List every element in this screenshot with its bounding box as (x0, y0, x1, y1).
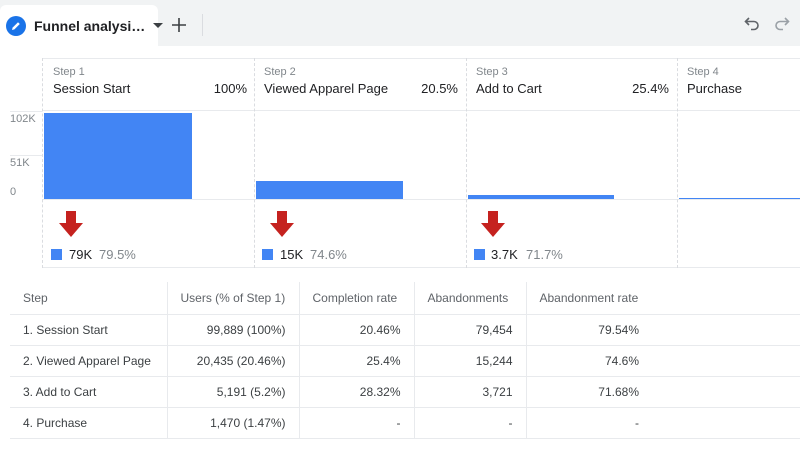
abandon-rate: 74.6% (310, 247, 347, 262)
table-row[interactable]: 3. Add to Cart 5,191 (5.2%) 28.32% 3,721… (10, 376, 800, 408)
cell-spacer (652, 376, 800, 408)
bar-viewed-apparel-page[interactable] (256, 181, 403, 199)
funnel-chart: 102K 51K 0 Step 1 Session Start 100% Ste… (0, 46, 800, 268)
cell-completion-rate: 20.46% (298, 314, 414, 346)
column-divider (254, 58, 255, 268)
y-gridline (10, 111, 42, 112)
arrow-down-icon[interactable] (481, 211, 505, 237)
chart-top-line (42, 58, 800, 59)
column-header-users[interactable]: Users (% of Step 1) (166, 282, 299, 315)
chart-bottom-line (42, 267, 800, 268)
step-number: Step 1 (53, 66, 85, 78)
cell-abandonments: 79,454 (413, 314, 526, 346)
cell-completion-rate: 28.32% (298, 376, 414, 408)
step-number: Step 4 (687, 66, 719, 78)
step-name: Session Start (53, 81, 131, 96)
abandon-value: 79K (69, 247, 93, 262)
cell-spacer (652, 314, 800, 346)
y-tick-label: 102K (10, 113, 36, 125)
cell-spacer (652, 345, 800, 377)
step-percent: 25.4% (632, 81, 669, 96)
tab-bar: Funnel analysi… (0, 0, 800, 46)
table-header-row: Step Users (% of Step 1) Completion rate… (10, 282, 800, 315)
plus-icon (172, 18, 186, 32)
bar-purchase[interactable] (679, 197, 800, 199)
abandon-rate: 71.7% (526, 247, 563, 262)
cell-step: 2. Viewed Apparel Page (10, 345, 167, 377)
add-tab-button[interactable] (167, 13, 191, 37)
abandon-value: 3.7K (491, 247, 518, 262)
cell-abandonments: 15,244 (413, 345, 526, 377)
table-row[interactable]: 1. Session Start 99,889 (100%) 20.46% 79… (10, 314, 800, 346)
cell-abandonments: 3,721 (413, 376, 526, 408)
tab-label: Funnel analysi… (34, 17, 146, 34)
step-percent: 100% (213, 81, 247, 96)
legend-swatch (474, 249, 485, 260)
step-percent: 20.5% (421, 81, 458, 96)
column-header-abandonments[interactable]: Abandonments (413, 282, 526, 315)
bar-add-to-cart[interactable] (468, 194, 614, 199)
table-row[interactable]: 2. Viewed Apparel Page 20,435 (20.46%) 2… (10, 345, 800, 377)
y-tick-label: 0 (10, 186, 17, 198)
table-row[interactable]: 4. Purchase 1,470 (1.47%) - - - (10, 407, 800, 439)
cell-abandonment-rate: 71.68% (525, 376, 652, 408)
header-separator (42, 110, 800, 111)
y-gridline (10, 155, 42, 156)
cell-spacer (652, 407, 800, 439)
cell-step: 3. Add to Cart (10, 376, 167, 408)
column-header-step[interactable]: Step (10, 282, 167, 315)
bar-session-start[interactable] (44, 112, 192, 199)
arrow-down-icon[interactable] (59, 211, 83, 237)
legend-swatch (262, 249, 273, 260)
cell-abandonment-rate: 79.54% (525, 314, 652, 346)
cell-completion-rate: 25.4% (298, 345, 414, 377)
legend-swatch (51, 249, 62, 260)
baseline (42, 199, 800, 200)
y-tick-label: 51K (10, 157, 30, 169)
column-divider (466, 58, 467, 268)
step-name: Add to Cart (476, 81, 542, 96)
tab-divider (202, 14, 203, 36)
redo-button[interactable] (771, 12, 793, 34)
step-number: Step 3 (476, 66, 508, 78)
cell-abandonment-rate: - (525, 407, 652, 439)
cell-users: 99,889 (100%) (166, 314, 299, 346)
undo-icon (744, 17, 759, 31)
cell-step: 1. Session Start (10, 314, 167, 346)
chevron-down-icon[interactable] (153, 23, 164, 28)
arrow-down-icon[interactable] (270, 211, 294, 237)
cell-step: 4. Purchase (10, 407, 167, 439)
column-header-completion-rate[interactable]: Completion rate (298, 282, 414, 315)
abandon-rate: 79.5% (99, 247, 136, 262)
cell-abandonments: - (413, 407, 526, 439)
step-name: Viewed Apparel Page (264, 81, 389, 96)
tab-funnel-analysis[interactable]: Funnel analysi… (0, 5, 164, 46)
step-number: Step 2 (264, 66, 296, 78)
funnel-table: Step Users (% of Step 1) Completion rate… (10, 282, 800, 439)
step-name: Purchase (687, 81, 742, 96)
cell-users: 1,470 (1.47%) (166, 407, 299, 439)
cell-users: 5,191 (5.2%) (166, 376, 299, 408)
column-header-spacer (652, 282, 800, 315)
cell-completion-rate: - (298, 407, 414, 439)
cell-users: 20,435 (20.46%) (166, 345, 299, 377)
undo-button[interactable] (741, 12, 763, 34)
abandon-value: 15K (280, 247, 304, 262)
column-divider (677, 58, 678, 268)
column-divider (42, 58, 43, 268)
pencil-icon (6, 15, 26, 36)
column-header-abandonment-rate[interactable]: Abandonment rate (525, 282, 652, 315)
cell-abandonment-rate: 74.6% (525, 345, 652, 377)
redo-icon (775, 17, 790, 31)
